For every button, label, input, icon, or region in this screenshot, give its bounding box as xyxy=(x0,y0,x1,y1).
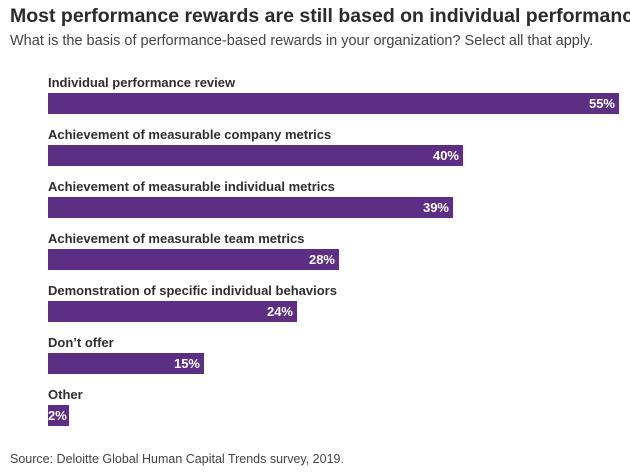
bar-value-label: 28% xyxy=(308,252,335,267)
category-label: Achievement of measurable team metrics xyxy=(48,231,305,246)
bar xyxy=(48,353,204,374)
chart-subtitle: What is the basis of performance-based r… xyxy=(10,33,594,49)
category-label: Achievement of measurable individual met… xyxy=(48,179,335,194)
category-label: Demonstration of specific individual beh… xyxy=(48,283,337,298)
bar xyxy=(48,249,339,270)
bar xyxy=(48,93,619,114)
source-note: Source: Deloitte Global Human Capital Tr… xyxy=(10,452,344,466)
bar-value-label: 15% xyxy=(173,356,200,371)
category-label: Individual performance review xyxy=(48,75,236,90)
bar xyxy=(48,301,297,322)
chart-title: Most performance rewards are still based… xyxy=(10,5,630,27)
category-label: Other xyxy=(48,387,83,402)
bar xyxy=(48,197,453,218)
bar-value-label: 55% xyxy=(588,96,615,111)
category-label: Don’t offer xyxy=(48,335,114,350)
bar-value-label: 39% xyxy=(422,200,449,215)
category-label: Achievement of measurable company metric… xyxy=(48,127,332,142)
bar-value-label: 24% xyxy=(266,304,293,319)
bar-value-label: 2% xyxy=(48,408,67,423)
bar-value-label: 40% xyxy=(432,148,459,163)
bar xyxy=(48,145,463,166)
bar xyxy=(48,405,69,426)
